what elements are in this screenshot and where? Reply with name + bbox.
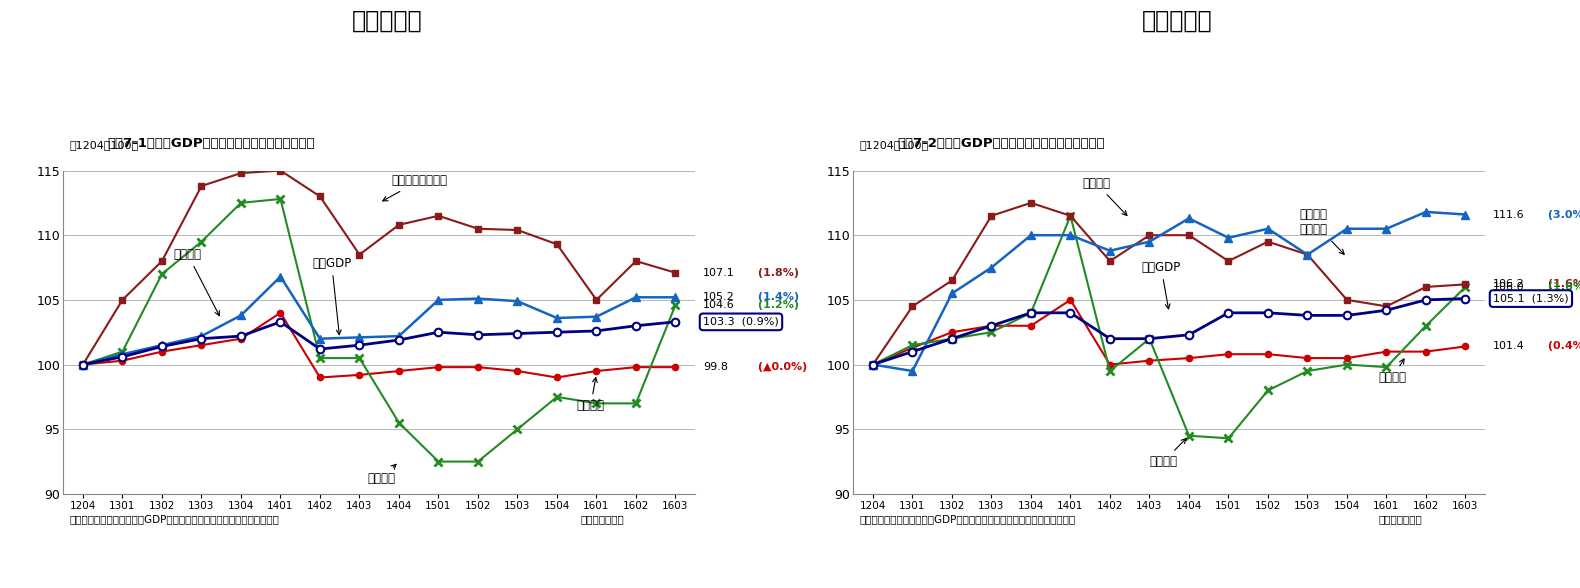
Text: 公的固定資本形成: 公的固定資本形成 — [382, 175, 447, 201]
Text: （年・四半期）: （年・四半期） — [1378, 514, 1422, 524]
Text: 住宅投賄: 住宅投賄 — [367, 465, 397, 485]
Text: (▲0.0%): (▲0.0%) — [755, 362, 807, 372]
Text: 106.0: 106.0 — [1493, 282, 1525, 292]
Text: 図袄7-2　実質GDP・需要項目別の推移（新基準）: 図袄7-2 実質GDP・需要項目別の推移（新基準） — [897, 137, 1104, 150]
Text: (1.8%): (1.8%) — [755, 268, 799, 278]
Text: (1.4%): (1.4%) — [755, 292, 799, 302]
Text: ＜新基準＞: ＜新基準＞ — [1142, 9, 1212, 33]
Text: 民間消費: 民間消費 — [1379, 359, 1406, 384]
Text: 公的固定
資本形成: 公的固定 資本形成 — [1300, 208, 1345, 254]
Text: ＜旧基準＞: ＜旧基準＞ — [352, 9, 422, 33]
Text: 103.3  (0.9%): 103.3 (0.9%) — [703, 317, 779, 327]
Text: 101.4: 101.4 — [1493, 342, 1525, 352]
Text: (1.6%): (1.6%) — [1545, 282, 1580, 292]
Text: 住宅投賄: 住宅投賄 — [1150, 439, 1187, 468]
Text: 106.2: 106.2 — [1493, 279, 1525, 289]
Text: （資料）内閣府「四半期別GDP速報」　　（注）（　）内は年平均伸び率: （資料）内閣府「四半期別GDP速報」 （注）（ ）内は年平均伸び率 — [860, 514, 1076, 524]
Text: 107.1: 107.1 — [703, 268, 735, 278]
Text: 105.1  (1.3%): 105.1 (1.3%) — [1493, 293, 1569, 303]
Text: 民間消費: 民間消費 — [577, 377, 605, 412]
Text: （資料）内閣府「四半期別GDP速報」　（注）（　）内は年平均伸び率: （資料）内閣府「四半期別GDP速報」 （注）（ ）内は年平均伸び率 — [70, 514, 280, 524]
Text: (0.4%): (0.4%) — [1545, 342, 1580, 352]
Text: 実質GDP: 実質GDP — [1141, 261, 1180, 309]
Text: 99.8: 99.8 — [703, 362, 728, 372]
Text: 図袄7-1　実質GDP・需要項目別の推移（旧基準）: 図袄7-1 実質GDP・需要項目別の推移（旧基準） — [107, 137, 314, 150]
Text: 設備投賄: 設備投賄 — [174, 248, 220, 316]
Text: 実質GDP: 実質GDP — [313, 257, 351, 335]
Text: 104.6: 104.6 — [703, 300, 735, 310]
Text: (1.2%): (1.2%) — [755, 300, 799, 310]
Text: 111.6: 111.6 — [1493, 209, 1525, 219]
Text: （1204＝100）: （1204＝100） — [860, 140, 929, 150]
Text: (1.6%): (1.6%) — [1545, 279, 1580, 289]
Text: 105.2: 105.2 — [703, 292, 735, 302]
Text: （1204＝100）: （1204＝100） — [70, 140, 139, 150]
Text: (3.0%): (3.0%) — [1545, 209, 1580, 219]
Text: 設備投賄: 設備投賄 — [1082, 177, 1127, 215]
Text: （年・四半期）: （年・四半期） — [580, 514, 624, 524]
